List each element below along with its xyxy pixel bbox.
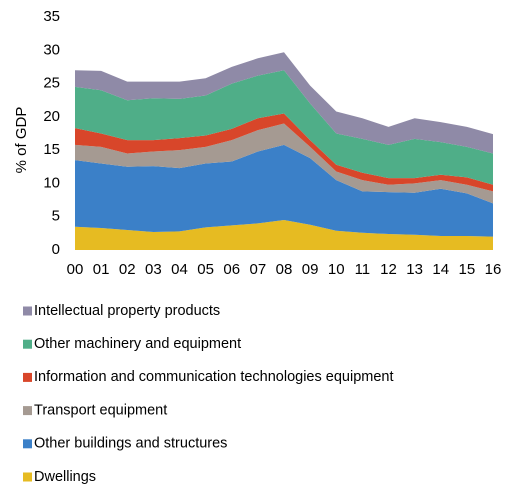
legend-swatch [23, 372, 32, 382]
x-tick-label: 08 [276, 261, 293, 278]
legend-label: Information and communication technologi… [34, 369, 394, 385]
x-tick-label: 03 [145, 261, 162, 278]
x-tick-label: 10 [328, 261, 345, 278]
area [75, 123, 493, 204]
y-axis-label: % of GDP [13, 107, 30, 174]
x-tick-label: 12 [380, 261, 397, 278]
x-tick-label: 09 [302, 261, 319, 278]
x-tick-label: 04 [171, 261, 188, 278]
y-tick-label: 25 [43, 75, 60, 92]
x-tick-label: 14 [432, 261, 449, 278]
legend-label: Transport equipment [34, 402, 167, 418]
x-tick-label: 06 [223, 261, 240, 278]
x-tick-label: 05 [197, 261, 214, 278]
legend-swatch [23, 339, 32, 349]
y-tick-label: 0 [52, 241, 60, 258]
x-tick-label: 13 [406, 261, 423, 278]
legend-swatch [23, 406, 32, 416]
y-tick-label: 20 [43, 108, 60, 125]
y-tick-label: 5 [52, 208, 60, 225]
y-tick-label: 10 [43, 174, 60, 191]
area [75, 220, 493, 250]
legend-label: Dwellings [34, 469, 96, 485]
x-tick-label: 00 [67, 261, 84, 278]
x-tick-label: 11 [355, 261, 371, 278]
x-tick-label: 16 [485, 261, 502, 278]
area [75, 144, 493, 237]
legend-swatch [23, 439, 32, 449]
legend-label: Other buildings and structures [34, 436, 227, 452]
legend-label: Intellectual property products [34, 303, 220, 319]
x-tick-label: 15 [459, 261, 476, 278]
legend-swatch [23, 472, 32, 482]
legend-label: Other machinery and equipment [34, 336, 241, 352]
y-tick-label: 15 [43, 141, 60, 158]
area [75, 52, 493, 154]
x-tick-label: 07 [250, 261, 267, 278]
y-tick-label: 30 [43, 41, 60, 58]
x-tick-label: 01 [93, 261, 110, 278]
x-tick-label: 02 [119, 261, 136, 278]
y-tick-label: 35 [43, 8, 60, 25]
legend-swatch [23, 306, 32, 316]
